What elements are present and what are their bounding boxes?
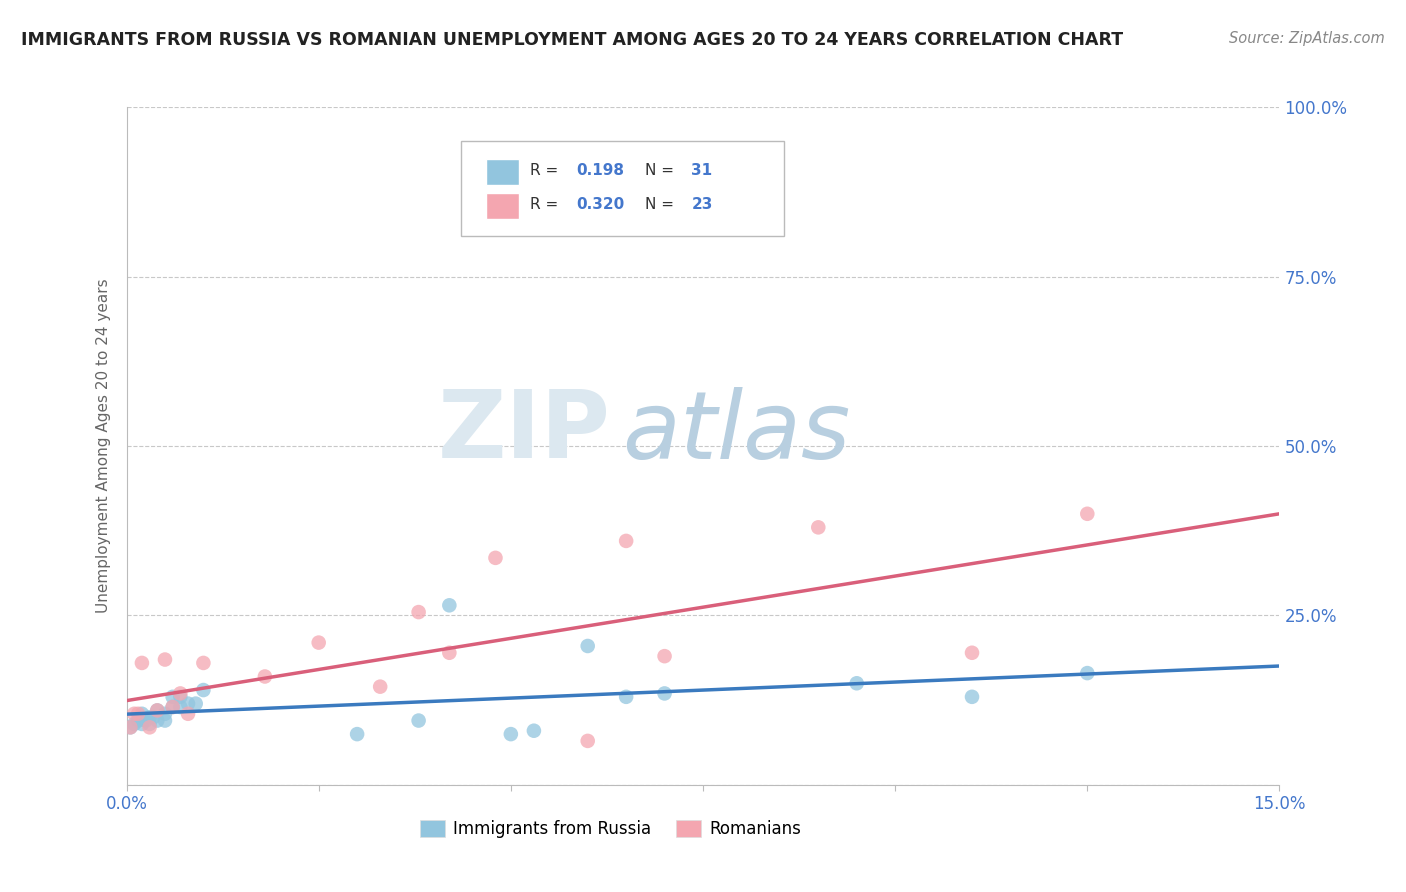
- Point: [193, 683, 215, 698]
- Text: IMMIGRANTS FROM RUSSIA VS ROMANIAN UNEMPLOYMENT AMONG AGES 20 TO 24 YEARS CORREL: IMMIGRANTS FROM RUSSIA VS ROMANIAN UNEMP…: [21, 31, 1123, 49]
- Point: [1076, 666, 1098, 681]
- Point: [408, 714, 430, 728]
- Point: [408, 605, 430, 619]
- Point: [654, 686, 676, 700]
- Point: [484, 550, 506, 565]
- Point: [146, 703, 169, 717]
- Point: [153, 706, 176, 721]
- Text: R =: R =: [530, 163, 564, 178]
- Bar: [486, 160, 519, 185]
- Point: [138, 717, 160, 731]
- Point: [499, 727, 522, 741]
- Point: [131, 656, 153, 670]
- Point: [169, 686, 191, 700]
- Point: [845, 676, 868, 690]
- Point: [142, 710, 165, 724]
- Point: [439, 599, 461, 613]
- Point: [439, 646, 461, 660]
- Point: [960, 646, 983, 660]
- Point: [253, 669, 276, 683]
- Legend: Immigrants from Russia, Romanians: Immigrants from Russia, Romanians: [413, 813, 808, 845]
- Text: R =: R =: [530, 197, 564, 212]
- Text: ZIP: ZIP: [437, 386, 610, 478]
- Point: [1076, 507, 1098, 521]
- Point: [368, 680, 391, 694]
- Text: 0.320: 0.320: [576, 197, 624, 212]
- Text: 0.198: 0.198: [576, 163, 624, 178]
- Point: [162, 700, 184, 714]
- Text: Source: ZipAtlas.com: Source: ZipAtlas.com: [1229, 31, 1385, 46]
- Point: [153, 714, 176, 728]
- Text: atlas: atlas: [623, 387, 851, 478]
- Point: [807, 520, 830, 534]
- Point: [146, 703, 169, 717]
- FancyBboxPatch shape: [461, 141, 783, 235]
- Point: [120, 720, 142, 734]
- Bar: [486, 194, 519, 219]
- Point: [120, 720, 142, 734]
- Point: [135, 714, 157, 728]
- Point: [127, 706, 149, 721]
- Point: [138, 720, 160, 734]
- Point: [146, 714, 169, 728]
- Text: 31: 31: [692, 163, 713, 178]
- Point: [131, 717, 153, 731]
- Point: [122, 717, 145, 731]
- Point: [169, 690, 191, 704]
- Point: [177, 697, 200, 711]
- Point: [122, 706, 145, 721]
- Point: [654, 649, 676, 664]
- Text: 23: 23: [692, 197, 713, 212]
- Point: [162, 700, 184, 714]
- Point: [193, 656, 215, 670]
- Y-axis label: Unemployment Among Ages 20 to 24 years: Unemployment Among Ages 20 to 24 years: [96, 278, 111, 614]
- Point: [576, 639, 599, 653]
- Point: [127, 714, 149, 728]
- Point: [138, 710, 160, 724]
- Point: [308, 635, 330, 649]
- Point: [960, 690, 983, 704]
- Point: [131, 706, 153, 721]
- Point: [162, 690, 184, 704]
- Point: [184, 697, 207, 711]
- Text: N =: N =: [645, 197, 679, 212]
- Text: N =: N =: [645, 163, 679, 178]
- Point: [177, 706, 200, 721]
- Point: [346, 727, 368, 741]
- Point: [614, 690, 637, 704]
- Point: [576, 734, 599, 748]
- Point: [153, 652, 176, 666]
- Point: [523, 723, 546, 738]
- Point: [614, 533, 637, 548]
- Point: [169, 700, 191, 714]
